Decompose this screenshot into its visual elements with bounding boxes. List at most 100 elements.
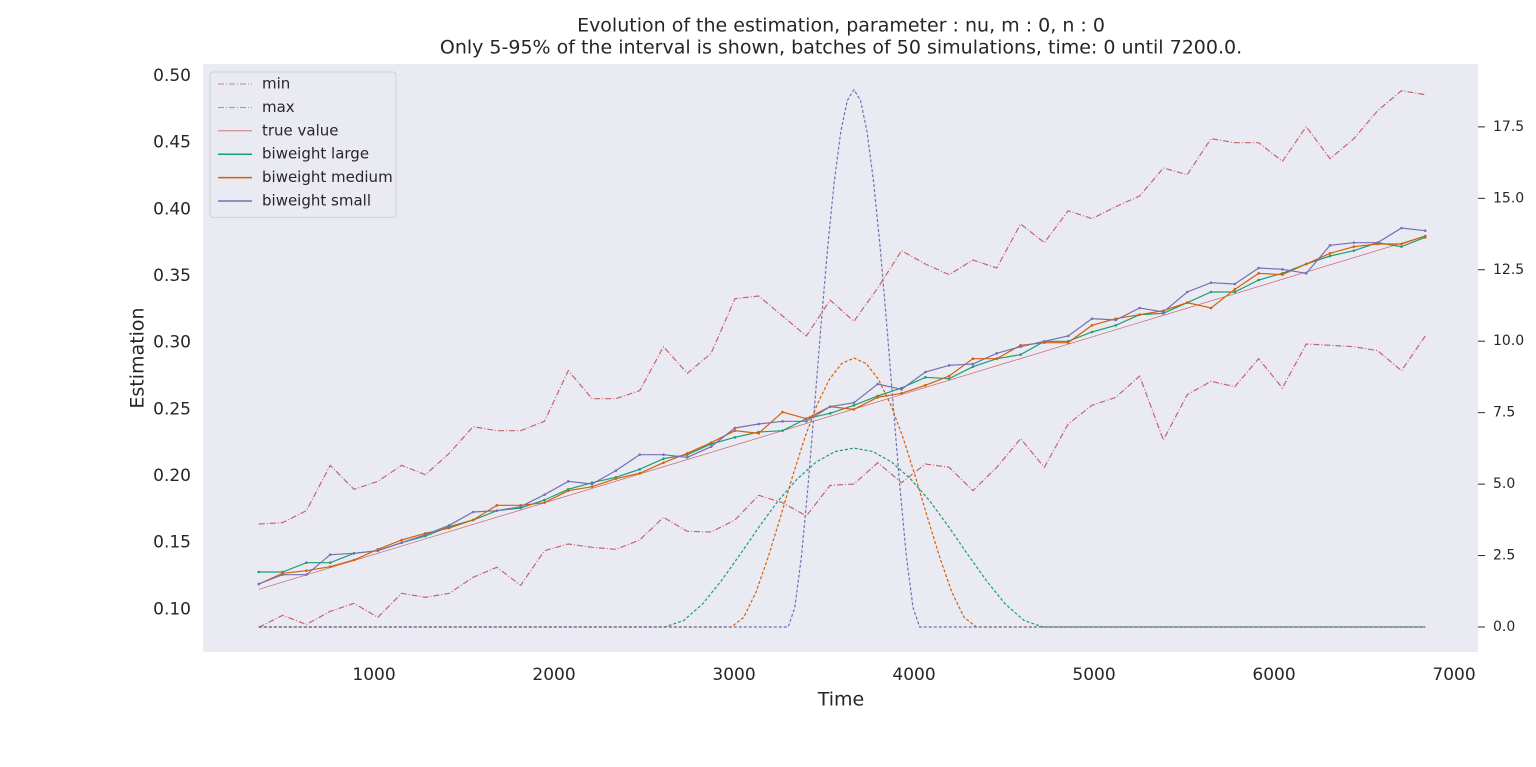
x-tick-label: 3000	[712, 665, 755, 685]
data-point	[543, 493, 546, 496]
data-point	[566, 480, 570, 483]
data-point	[376, 549, 380, 552]
data-point	[1233, 288, 1237, 291]
data-point	[1328, 244, 1332, 247]
data-point	[733, 429, 737, 432]
x-tick-label: 1000	[352, 665, 395, 685]
data-point	[1233, 290, 1237, 294]
data-point	[924, 370, 927, 374]
y2-tick-label: 10.0	[1493, 333, 1524, 349]
y-tick-label: 0.25	[153, 399, 191, 419]
data-point	[662, 453, 665, 456]
data-point	[1066, 334, 1070, 338]
data-point	[1019, 345, 1022, 348]
data-point	[1257, 272, 1260, 275]
data-point	[1043, 340, 1046, 343]
series-line	[258, 88, 1426, 628]
legend-label: biweight large	[262, 145, 369, 163]
data-point	[1328, 252, 1332, 255]
legend-label: biweight small	[262, 192, 371, 210]
data-point	[590, 482, 594, 486]
legend-label: biweight medium	[262, 168, 393, 186]
series-line	[258, 235, 1426, 585]
data-point	[614, 469, 618, 472]
data-point	[947, 364, 951, 367]
series-line	[258, 235, 1426, 590]
data-point	[900, 392, 903, 395]
data-point	[1233, 282, 1237, 286]
data-point	[257, 582, 261, 586]
data-point	[614, 477, 618, 480]
data-point	[1352, 249, 1356, 252]
x-axis-label: Time	[817, 689, 865, 711]
data-point	[328, 561, 332, 564]
data-point	[924, 384, 927, 387]
x-tick-label: 5000	[1072, 665, 1115, 685]
data-point	[1257, 278, 1260, 282]
data-point	[1281, 273, 1284, 276]
chart-title: Evolution of the estimation, parameter :…	[577, 15, 1105, 37]
data-point	[400, 538, 403, 542]
data-point	[638, 453, 641, 456]
y2-tick-label: 15.0	[1493, 190, 1524, 206]
data-point	[1376, 241, 1379, 244]
series-line	[258, 90, 1426, 525]
data-point	[900, 388, 903, 391]
data-point	[1257, 266, 1260, 270]
data-point	[1090, 317, 1094, 320]
x-tick-label: 4000	[892, 665, 935, 685]
data-point	[257, 570, 261, 574]
data-point	[1138, 313, 1141, 316]
series-line	[258, 357, 1426, 628]
y-tick-label: 0.30	[153, 333, 191, 353]
data-point	[709, 441, 713, 444]
legend-label: min	[262, 75, 290, 93]
data-point	[1400, 242, 1403, 246]
data-point	[305, 561, 308, 564]
data-point	[876, 382, 880, 386]
data-point	[1114, 324, 1118, 327]
data-point	[709, 445, 713, 448]
data-point	[1304, 272, 1308, 275]
data-point	[781, 420, 784, 423]
data-point	[1090, 330, 1094, 334]
series-line	[258, 227, 1426, 585]
data-point	[1209, 306, 1213, 310]
data-point	[662, 457, 665, 460]
data-point	[400, 541, 403, 544]
data-point	[1209, 281, 1213, 284]
data-point	[1423, 234, 1427, 238]
data-point	[1162, 310, 1165, 314]
data-point	[947, 374, 951, 378]
y-tick-label: 0.45	[153, 133, 191, 153]
data-point	[328, 565, 332, 568]
data-point	[638, 468, 641, 471]
x-tick-label: 7000	[1432, 665, 1475, 685]
data-point	[971, 362, 975, 366]
y-tick-label: 0.15	[153, 533, 191, 553]
y-axis-label: Estimation	[127, 307, 149, 408]
legend-box	[209, 71, 397, 218]
data-point	[1423, 229, 1427, 232]
data-point	[805, 417, 808, 420]
y-tick-label: 0.35	[153, 266, 191, 286]
legend-label: true value	[262, 121, 339, 139]
y2-tick-label: 12.5	[1493, 262, 1524, 278]
data-point	[995, 357, 999, 360]
series-line	[258, 447, 1426, 628]
data-point	[1114, 318, 1118, 322]
y-tick-label: 0.20	[153, 466, 191, 486]
data-point	[1328, 254, 1332, 258]
data-point	[805, 420, 808, 423]
data-point	[590, 485, 594, 488]
data-point	[495, 509, 499, 512]
chart-subtitle: Only 5-95% of the interval is shown, bat…	[440, 37, 1242, 59]
data-point	[1304, 262, 1308, 266]
y-tick-label: 0.40	[153, 199, 191, 219]
data-point	[543, 498, 546, 502]
y2-tick-label: 7.5	[1493, 405, 1515, 421]
data-point	[1185, 290, 1189, 294]
data-point	[781, 429, 784, 432]
data-point	[852, 408, 856, 411]
